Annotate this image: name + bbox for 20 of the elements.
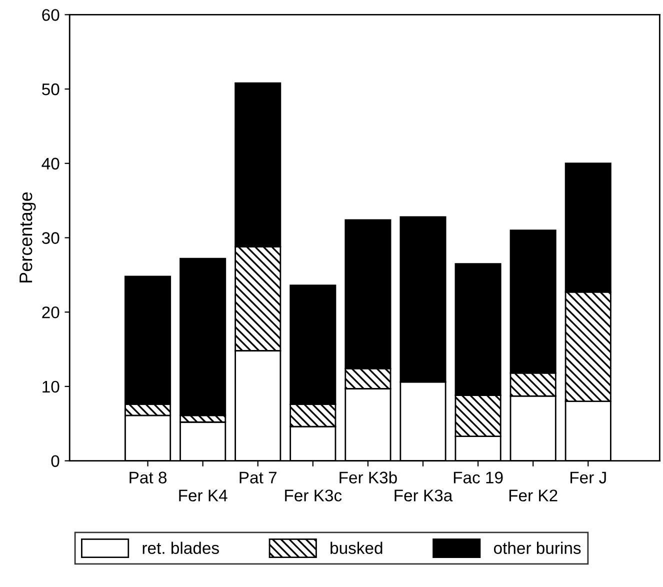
x-tick-label: Fer K3a xyxy=(394,490,453,502)
x-tick-label: Pat 7 xyxy=(240,472,276,484)
x-tick-label: Fer K2 xyxy=(509,490,558,502)
y-tick-label: 40 xyxy=(42,158,60,170)
x-tick-label: Fac 19 xyxy=(454,472,503,484)
y-tick-label: 10 xyxy=(42,380,60,393)
x-tick-label: Fer K3c xyxy=(285,490,342,502)
x-tick-label: Fer J xyxy=(570,472,606,484)
legend-label: busked xyxy=(330,542,382,554)
legend-label: ret. blades xyxy=(142,542,219,554)
x-tick-label: Fer K3b xyxy=(340,471,397,484)
y-tick-label: 20 xyxy=(42,306,60,318)
y-axis-title: Percentage xyxy=(20,192,36,282)
legend-label: other burins xyxy=(494,542,581,554)
y-tick-label: 50 xyxy=(42,83,60,96)
x-tick-label: Pat 8 xyxy=(130,472,167,484)
y-tick-label: 30 xyxy=(42,232,60,244)
x-tick-label: Fer K4 xyxy=(179,490,228,502)
y-tick-label: 60 xyxy=(42,9,60,21)
y-tick-label: 0 xyxy=(51,455,60,467)
